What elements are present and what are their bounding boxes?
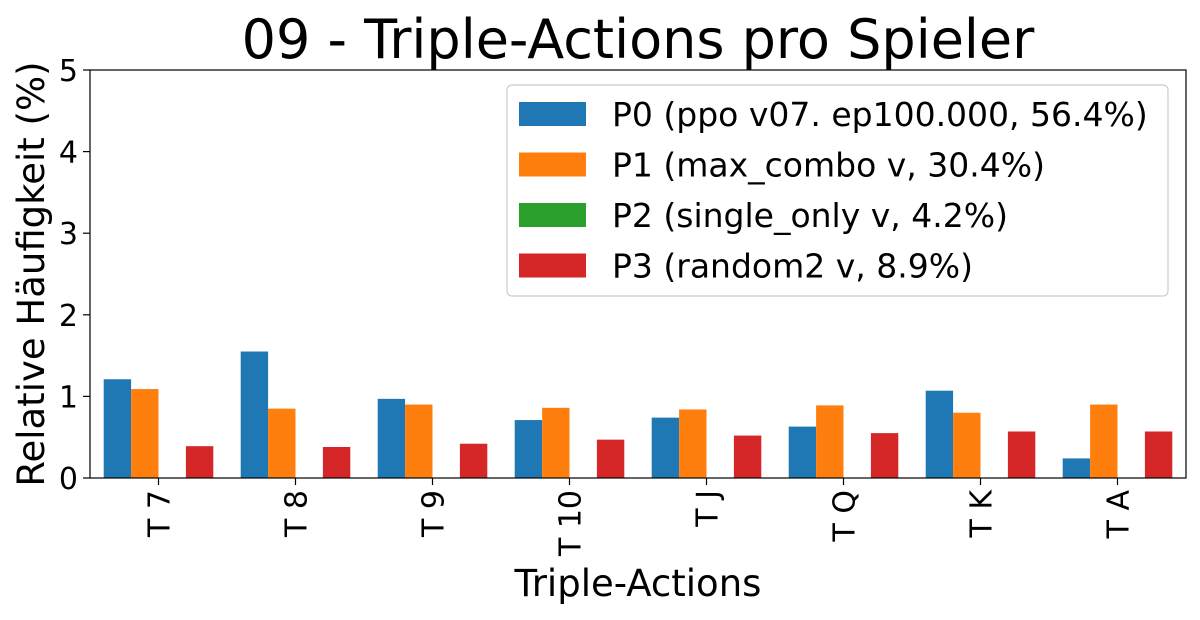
legend-swatch-p2 (519, 203, 586, 227)
legend: P0 (ppo v07. ep100.000, 56.4%) P1 (max_co… (506, 84, 1169, 297)
y-axis-label: Relative Häufigkeit (%) (10, 61, 53, 486)
bar-p3-ta (1144, 431, 1173, 478)
bar-p1-t8 (268, 408, 296, 478)
y-tick-label: 0 (59, 462, 78, 497)
legend-swatch-p3 (519, 253, 586, 278)
y-tick-label: 4 (59, 136, 78, 171)
plot-frame (89, 69, 1187, 479)
bar-p3-tj (733, 435, 762, 478)
legend-frame (506, 84, 1169, 297)
x-tick-label: T A (1102, 490, 1137, 540)
bar-p0-t9 (377, 398, 406, 478)
y-tick-label: 1 (59, 380, 78, 415)
x-axis-label: Triple-Actions (514, 562, 762, 605)
bar-p1-t9 (405, 404, 433, 478)
bar-p0-t10 (514, 420, 543, 478)
bar-p0-t8 (240, 351, 269, 478)
legend-swatch-p1 (519, 152, 586, 177)
bar-p3-t7 (185, 446, 214, 478)
y-tick-label: 2 (59, 299, 78, 334)
bar-p0-tk (925, 390, 954, 478)
legend-swatch-p0 (519, 102, 586, 126)
bar-p1-t7 (131, 389, 159, 478)
x-tick-label: T 10 (554, 490, 589, 557)
x-tick-label: T Q (828, 490, 863, 542)
bars-group (103, 351, 1173, 478)
bar-p1-tj (679, 409, 707, 478)
bar-p3-tq (870, 433, 899, 478)
axes-group: 0 1 2 3 4 5 T 7 T 8 T 9 T 10 T J T Q T K T A (59, 54, 1187, 557)
bar-p3-t9 (459, 443, 488, 478)
x-tick-label: T 7 (143, 490, 178, 538)
chart-title: 09 - Triple-Actions pro Spieler (242, 8, 1036, 71)
bar-p1-tk (953, 412, 981, 478)
y-tick-label: 3 (59, 217, 78, 252)
legend-label-p1: P1 (max_combo v, 30.4%) (612, 146, 1045, 185)
bar-p0-t7 (103, 379, 132, 478)
x-tick-label: T J (691, 490, 726, 528)
bar-p3-tk (1007, 431, 1036, 478)
bar-p3-t8 (322, 446, 351, 478)
legend-label-p3: P3 (random2 v, 8.9%) (612, 247, 973, 286)
bar-p1-tq (816, 405, 844, 478)
x-tick-label: T 8 (280, 490, 315, 538)
bar-p1-ta (1090, 404, 1118, 478)
bar-p0-tj (651, 417, 680, 478)
bar-p3-t10 (596, 439, 625, 478)
x-tick-label: T 9 (417, 490, 452, 538)
y-tick-label: 5 (59, 54, 78, 89)
legend-label-p2: P2 (single_only v, 4.2%) (612, 196, 1008, 235)
bar-p0-ta (1062, 458, 1091, 478)
bar-p0-tq (788, 426, 817, 478)
x-tick-label: T K (965, 489, 1000, 539)
bar-p1-t10 (542, 407, 570, 478)
legend-label-p0: P0 (ppo v07. ep100.000, 56.4%) (612, 95, 1148, 134)
